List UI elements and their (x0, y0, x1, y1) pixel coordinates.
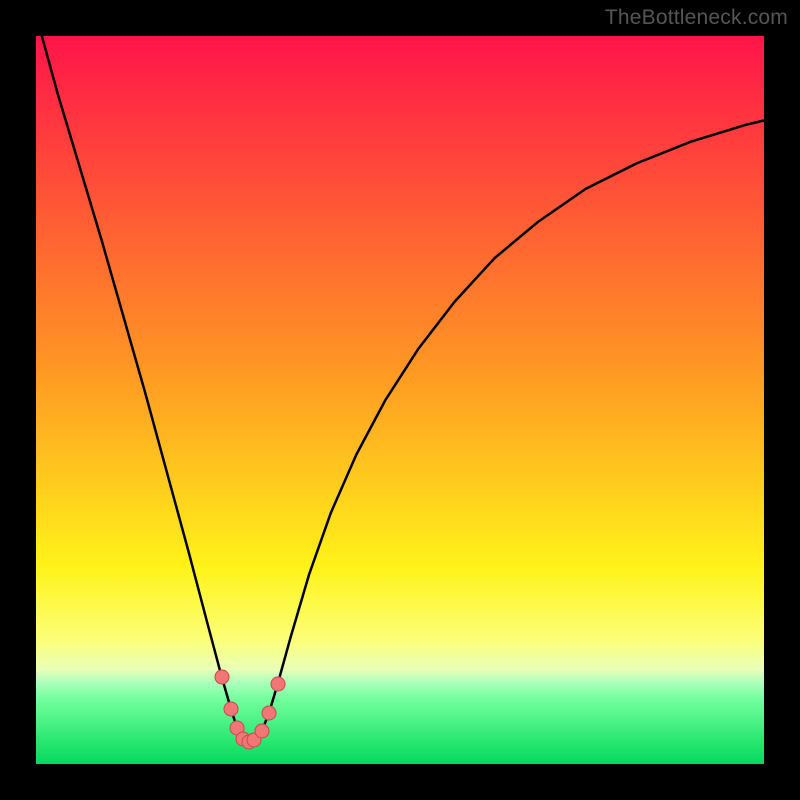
watermark-text: TheBottleneck.com (605, 6, 788, 30)
data-dots-layer (36, 36, 764, 764)
data-dot (270, 676, 285, 691)
data-dot (214, 669, 229, 684)
plot-area (36, 36, 764, 764)
data-dot (254, 724, 269, 739)
data-dot (261, 706, 276, 721)
data-dot (224, 702, 239, 717)
chart-frame (36, 36, 764, 764)
